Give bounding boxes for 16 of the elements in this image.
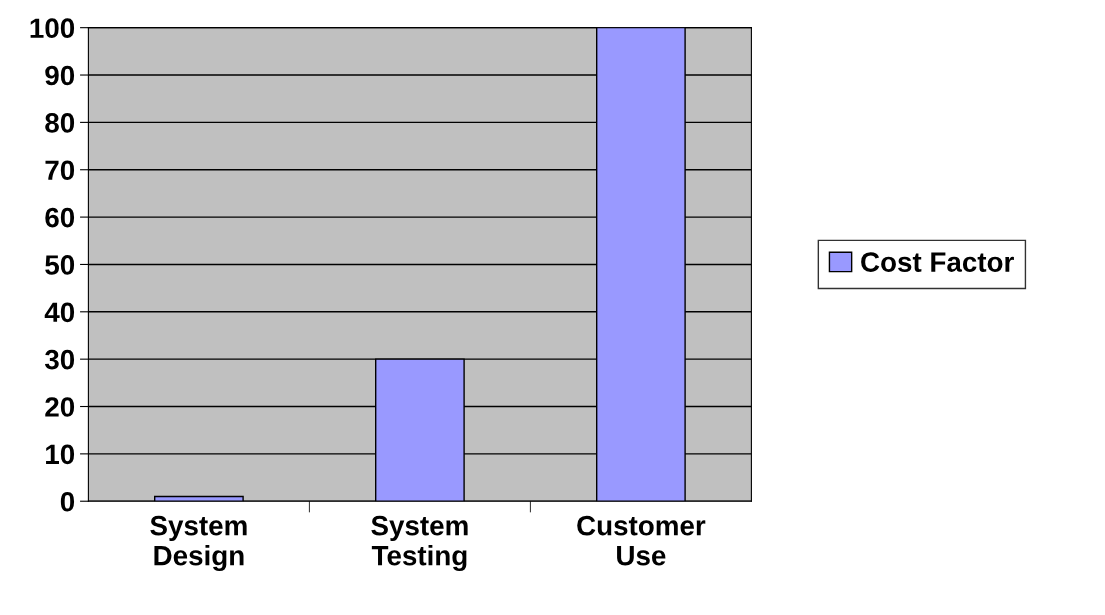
bar <box>154 495 244 502</box>
x-tick-label: System Design <box>150 515 247 572</box>
y-tick-label: 80 <box>45 113 75 133</box>
y-tick-label: 30 <box>44 349 75 370</box>
y-tick-label: 70 <box>45 160 75 181</box>
y-tick-label: 100 <box>30 18 75 39</box>
x-tick-label: System Testing <box>371 515 468 572</box>
y-tick-label: 10 <box>46 444 75 465</box>
y-tick-label: 60 <box>45 207 75 228</box>
x-tick-label: Customer Use <box>577 515 706 566</box>
y-tick-label: 50 <box>45 255 75 275</box>
y-tick-label: 40 <box>44 302 75 323</box>
y-tick-label: 90 <box>45 65 75 86</box>
legend-label: Cost Factor <box>861 252 1014 272</box>
y-tick-label: 0 <box>60 491 75 512</box>
y-tick-label: 20 <box>45 397 75 417</box>
